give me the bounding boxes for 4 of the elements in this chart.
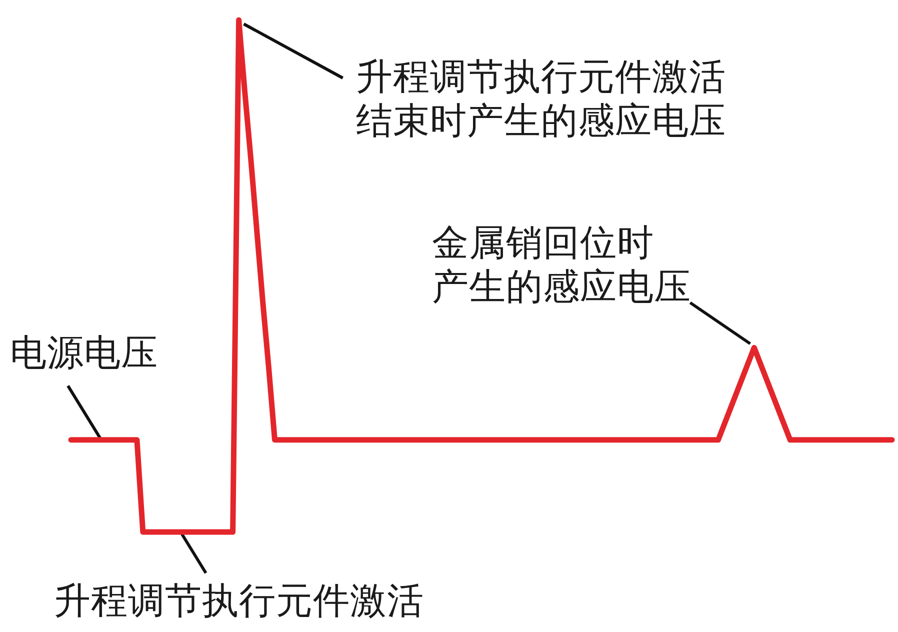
annotation: 金属销回位时产生的感应电压	[432, 222, 691, 307]
annotation: 电源电压	[10, 332, 158, 373]
annotation: 升程调节执行元件激活	[54, 580, 424, 621]
annotation: 升程调节执行元件激活结束时产生的感应电压	[356, 56, 726, 141]
